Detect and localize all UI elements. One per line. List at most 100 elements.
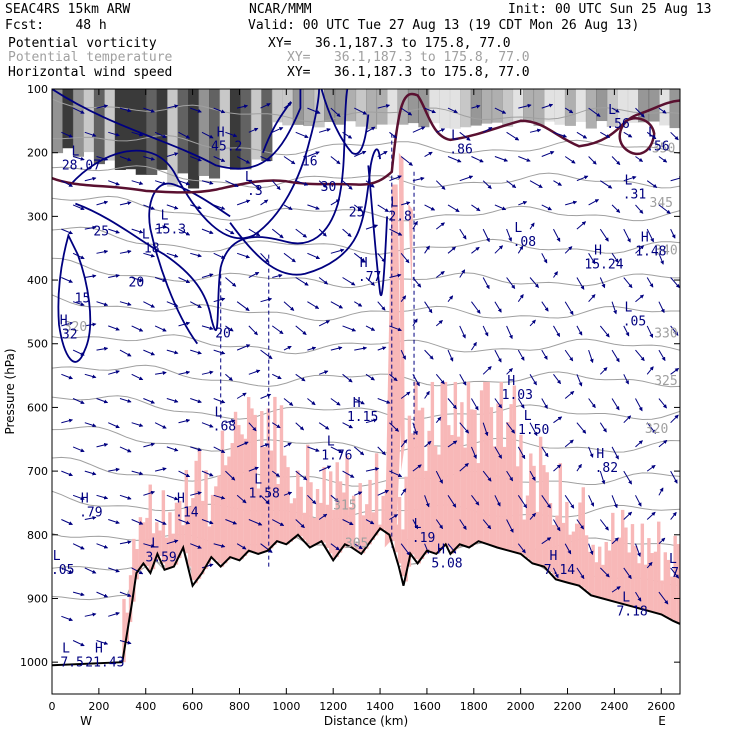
wind-vector [611,537,619,545]
wind-vector [658,301,665,314]
wind-vector [154,325,167,332]
pv-extremum-kind: H [641,231,649,246]
pv-shading-column [440,381,444,550]
field-name-wind: Horizontal wind speed [8,65,173,80]
wind-vector [248,180,261,190]
pv-stratosphere-cell [198,89,210,176]
pv-stratosphere-cell [240,89,252,170]
terrain-surface [52,527,680,667]
wind-vector [225,470,236,481]
wind-vector [119,494,132,500]
pv-stratosphere-cell [52,89,64,154]
field-name-pv: Potential vorticity [8,36,157,51]
wind-vector [166,204,179,210]
wind-vector [576,325,583,336]
pv-stratosphere-cell [167,89,179,187]
wind-speed-label: 15 [75,291,91,306]
pv-shading-column [558,463,563,581]
wind-vector [588,253,596,265]
wind-vector [553,519,561,532]
wind-vector [517,349,525,361]
model-label: SEAC4RS 15km ARW [5,2,131,17]
wind-vector [143,156,156,161]
pv-shading-column [450,434,454,554]
pv-extremum-value: 5.08 [431,557,462,572]
wind-vector [611,495,618,509]
wind-vector [658,204,671,214]
pv-stratosphere-cell [575,89,587,122]
x-tick-label: 200 [88,700,109,713]
pv-shading-column [371,512,376,540]
wind-vector [248,369,261,375]
wind-speed-contour [320,89,370,155]
pv-extremum-kind: L [669,552,677,567]
wind-vector [658,537,666,545]
wind-vector [658,156,668,163]
pv-stratosphere-cell [470,89,482,126]
theta-label: 330 [654,326,677,341]
wind-vector [670,511,677,520]
wind-vector [213,156,226,162]
pv-shading-column [230,443,234,558]
pv-shading-column [407,415,412,567]
pv-shading-column [443,381,448,547]
pv-extremum-kind: H [437,543,445,558]
wind-vector [342,228,352,237]
wind-vector [307,446,320,452]
pv-extremum-value: .31 [623,187,646,202]
wind-vector [611,301,617,315]
pv-shading-column [666,559,671,618]
wind-vector [342,470,355,478]
wind-vector [482,366,492,375]
wind-vector [143,442,156,448]
y-tick-label: 900 [27,592,48,605]
pv-shading-column [437,454,441,553]
pv-stratosphere-cell [397,89,409,125]
wind-vector [260,393,272,399]
pv-stratosphere-cell [355,89,367,127]
wind-vector [576,519,584,530]
wind-vector [143,204,156,210]
wind-vector [459,325,466,339]
wind-vector [155,371,167,375]
pv-stratosphere-cell [659,89,671,126]
wind-vector [108,467,120,472]
wind-vector [447,107,458,114]
pv-shading-column [420,407,425,559]
wind-vector [307,301,320,309]
pv-extremum-value: .05 [51,563,74,578]
wind-vector [236,392,247,399]
wind-vector [564,156,576,164]
wind-vector [600,180,613,189]
init-label: Init: 00 UTC Sun 25 Aug 13 [508,2,712,17]
pv-stratosphere-cell [114,89,126,170]
wind-vector [307,151,320,157]
wind-vector [248,228,261,237]
wind-vector [201,370,214,375]
wind-vector [248,422,257,432]
wind-vector [166,494,179,501]
wind-vector [307,494,317,505]
wind-vector [670,567,680,579]
wind-vector [307,204,320,210]
wind-vector [84,373,97,379]
pv-shading-column [181,525,185,552]
wind-vector [553,374,561,385]
pv-stratosphere-cell [460,89,472,128]
y-axis-label: Pressure (hPa) [3,348,17,434]
wind-vector [330,543,340,551]
wind-vector [318,228,327,237]
wind-vector [260,443,270,448]
pv-shading-column [515,466,520,553]
pv-shading-column [634,546,638,608]
pv-extremum-value: .19 [412,531,435,546]
wind-vector [283,156,296,165]
wind-vector [178,180,191,186]
wind-vector [517,446,526,460]
wind-vector [365,519,375,525]
theta-contour-line [52,294,680,322]
wind-vector [108,611,120,617]
pv-stratosphere-cell [617,89,629,127]
wind-vector [365,277,375,286]
theta-contour-line [52,134,680,156]
